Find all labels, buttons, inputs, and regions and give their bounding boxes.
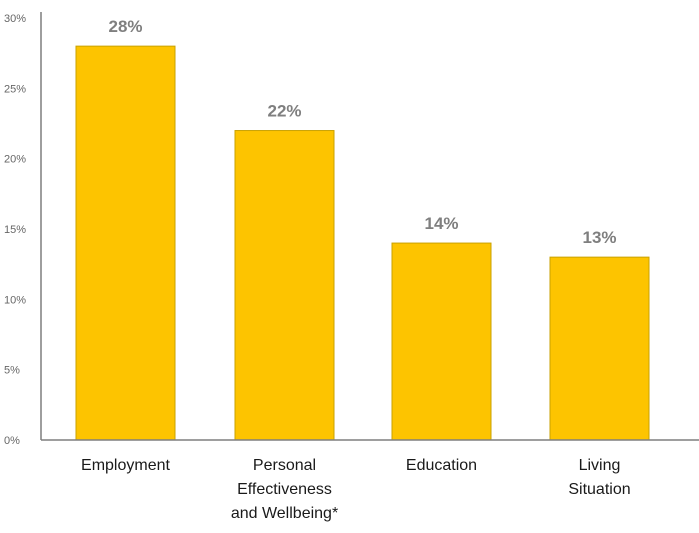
y-tick-label: 0% <box>4 435 20 447</box>
category-label: Employment <box>81 457 170 474</box>
y-tick-label: 5% <box>4 365 20 377</box>
y-axis-ticks: 0% 5% 10% 15% 20% 25% 30% <box>4 13 26 447</box>
category-label: Effectiveness <box>237 481 332 498</box>
bar <box>75 45 176 441</box>
category-label: Situation <box>568 481 630 498</box>
category-label: Living <box>579 457 621 474</box>
bar <box>234 130 335 441</box>
y-tick-label: 25% <box>4 83 26 95</box>
y-tick-label: 10% <box>4 294 26 306</box>
y-tick-label: 30% <box>4 13 26 25</box>
data-label: 28% <box>108 17 142 36</box>
data-label: 14% <box>424 214 458 233</box>
bars <box>75 45 650 441</box>
category-label: and Wellbeing* <box>231 505 338 522</box>
category-label: Personal <box>253 457 316 474</box>
data-labels: 28% 22% 14% 13% <box>108 17 616 247</box>
data-label: 13% <box>582 228 616 247</box>
data-label: 22% <box>267 102 301 121</box>
y-tick-label: 15% <box>4 224 26 236</box>
bar <box>391 242 492 441</box>
y-tick-label: 20% <box>4 154 26 166</box>
bar <box>549 256 650 441</box>
category-label: Education <box>406 457 477 474</box>
category-labels: Employment Personal Effectiveness and Wellb… <box>81 457 631 522</box>
